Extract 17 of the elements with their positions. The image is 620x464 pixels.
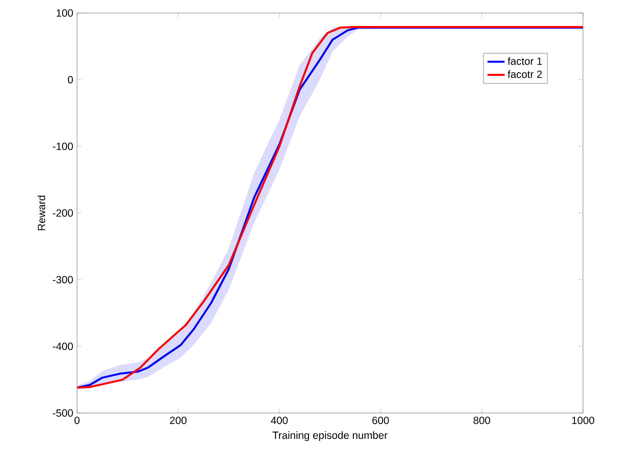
x-tick-label: 200 bbox=[170, 416, 187, 424]
x-tick-label: 1000 bbox=[572, 416, 594, 424]
y-tick-label: -100 bbox=[52, 142, 73, 150]
y-tick-label: -200 bbox=[52, 209, 73, 217]
x-tick-label: 600 bbox=[372, 416, 389, 424]
x-tick-label: 400 bbox=[270, 416, 288, 424]
y-tick-label: -300 bbox=[52, 276, 73, 284]
x-tick-label: 0 bbox=[74, 416, 80, 424]
legend-label: factor 1 bbox=[508, 57, 542, 65]
y-axis-title: Reward bbox=[38, 196, 46, 230]
y-tick-label: 100 bbox=[56, 9, 73, 17]
y-tick-label: -500 bbox=[52, 409, 73, 417]
y-tick-label: 0 bbox=[68, 76, 73, 84]
y-tick-label: -400 bbox=[52, 342, 73, 350]
legend-label: facotr 2 bbox=[508, 70, 542, 78]
x-tick-label: 800 bbox=[474, 416, 490, 424]
x-axis-title: Training episode number bbox=[272, 431, 388, 442]
